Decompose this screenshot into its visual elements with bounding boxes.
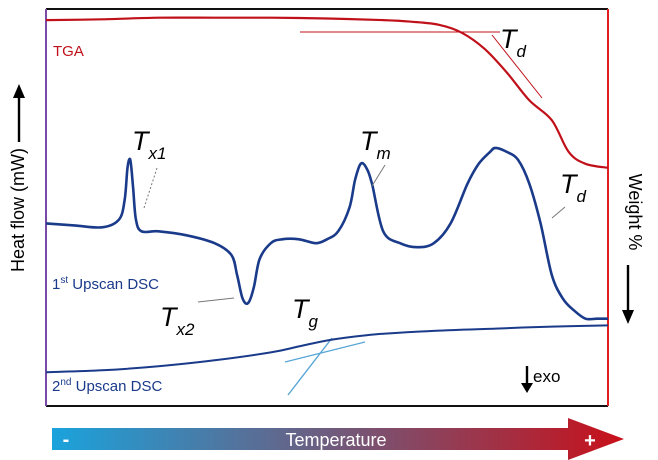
annotation-tx2: Tx2 — [160, 302, 195, 339]
exo-label: exo — [533, 367, 560, 386]
series-label-1st-upscan-dsc: 1st Upscan DSC — [52, 275, 159, 293]
leader-tm — [371, 164, 386, 187]
series-label-1st-rest: Upscan DSC — [68, 276, 159, 293]
exo-indicator: exo — [521, 366, 560, 393]
annotation-tm: Tm — [360, 126, 391, 163]
annotation-td-tga: Td — [500, 24, 527, 61]
series-label-2nd-upscan-dsc: 2nd Upscan DSC — [52, 377, 163, 395]
annotation-td-dsc: Td — [560, 169, 587, 206]
leader-tx1 — [143, 167, 158, 209]
series-label-tga: TGA — [53, 43, 84, 60]
tg-tangent-a — [287, 337, 333, 396]
series-line-tga — [45, 16, 609, 169]
series-line-2nd-upscan-dsc — [45, 324, 609, 374]
temperature-min-symbol: - — [63, 429, 70, 451]
series-label-2nd-rest: Upscan DSC — [71, 378, 162, 395]
annotation-tm-sub: m — [377, 144, 391, 163]
annotation-tm-main: T — [360, 126, 379, 156]
annotation-tx2-main: T — [160, 302, 179, 332]
tg-tangent-b — [284, 341, 366, 363]
series-line-1st-upscan-dsc — [45, 146, 608, 321]
temperature-axis-arrow: Temperature - + — [52, 418, 624, 460]
annotation-tx1-sub: x1 — [148, 144, 167, 163]
y-axis-left-arrow — [13, 84, 25, 142]
annotation-td-dsc-sub: d — [577, 187, 587, 206]
x-axis-label-temperature: Temperature — [285, 430, 386, 450]
annotation-td-dsc-main: T — [560, 169, 579, 199]
series-label-1st-sup: st — [60, 275, 68, 286]
annotation-tg: Tg — [292, 294, 319, 331]
annotation-td-tga-sub: d — [517, 42, 527, 61]
leader-td-dsc — [551, 206, 566, 219]
temperature-max-symbol: + — [584, 430, 596, 452]
y-axis-right-arrow — [622, 265, 634, 324]
annotation-tx2-sub: x2 — [176, 320, 196, 339]
series-label-2nd-sup: nd — [60, 377, 71, 388]
exo-arrow-head — [521, 383, 533, 393]
annotation-td-tga-main: T — [500, 24, 519, 54]
annotation-tg-main: T — [292, 294, 311, 324]
annotation-tg-sub: g — [309, 312, 319, 331]
temperature-gradient-bar — [52, 418, 624, 460]
y-axis-label-left: Heat flow (mW) — [8, 148, 28, 272]
y-axis-label-right: Weight % — [625, 174, 645, 251]
tga-onset-tangent — [491, 34, 543, 99]
annotation-tx1-main: T — [132, 126, 151, 156]
leader-tx2 — [197, 297, 235, 303]
series-label-2nd-number: 2 — [52, 378, 60, 395]
series-label-1st-number: 1 — [52, 276, 60, 293]
annotation-tx1: Tx1 — [132, 126, 166, 163]
